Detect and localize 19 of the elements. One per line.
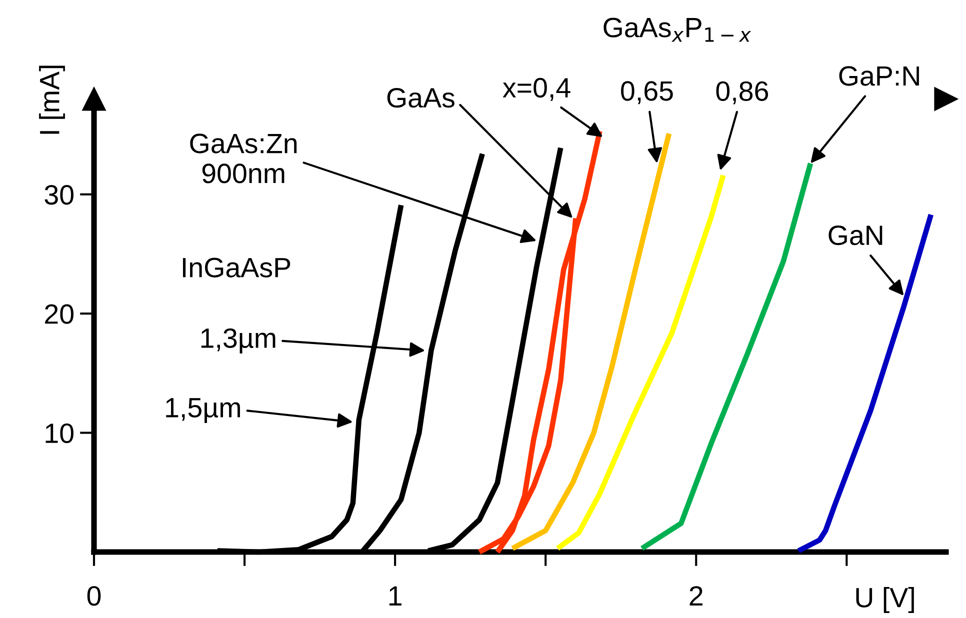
annotation: GaAs [387, 88, 454, 108]
text: GaAs$_{x}$P$_{1−x}$ [604, 18, 751, 42]
annotation: 1,3µm [201, 328, 276, 354]
annotation: GaAs:Zn 900nm [190, 134, 297, 184]
annotation: 0,65 [621, 81, 673, 104]
annotation: 1,5µm [166, 398, 240, 424]
x-tick-label: 0 [87, 586, 101, 606]
annotation: InGaAsP [182, 258, 290, 278]
x-tick-label: 2 [690, 586, 702, 606]
x-tick-label: 1 [389, 586, 402, 606]
y-tick-label: 20 [45, 304, 74, 324]
annotation: GaN [828, 225, 882, 246]
annotation: x=0,4 [502, 78, 570, 101]
y-tick-label: 30 [44, 185, 74, 205]
y-tick-label: 10 [46, 423, 74, 444]
annotation: 0,86 [716, 81, 768, 104]
x-axis-title: U [V] [856, 587, 914, 613]
annotation: GaP:N [839, 66, 919, 86]
y-axis-title: I [mA] [39, 66, 65, 134]
